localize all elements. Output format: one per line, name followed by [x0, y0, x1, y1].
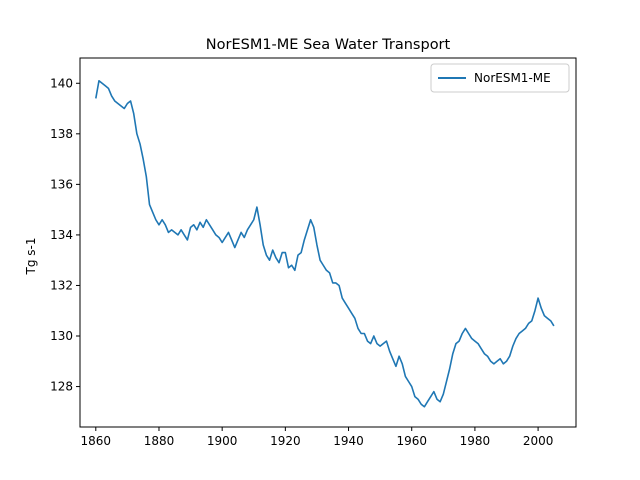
x-tick-label: 2000	[523, 434, 554, 448]
plot-frame	[79, 57, 577, 428]
x-tick-label: 1900	[207, 434, 238, 448]
x-tick-label: 1940	[333, 434, 364, 448]
y-tick-label: 130	[50, 329, 73, 343]
y-tick-label: 138	[50, 127, 73, 141]
legend: NorESM1-ME	[430, 63, 570, 93]
x-tick-label: 1920	[270, 434, 301, 448]
x-tick-label: 1980	[460, 434, 491, 448]
x-tick-label: 1860	[81, 434, 112, 448]
series-layer	[95, 79, 555, 408]
series-line-0	[95, 79, 555, 408]
y-tick-label: 140	[50, 76, 73, 90]
y-tick-label: 134	[50, 228, 73, 242]
x-tick-label: 1960	[396, 434, 427, 448]
axes-layer: 1860 1880 1900 1920 1940 1960 1980 2000 128 130 13…	[50, 57, 577, 448]
legend-frame	[430, 63, 570, 93]
y-tick-label: 136	[50, 177, 73, 191]
y-tick-label: 132	[50, 278, 73, 292]
legend-label: NorESM1-ME	[474, 71, 551, 85]
x-tick-label: 1880	[144, 434, 175, 448]
y-tick-label: 128	[50, 380, 73, 394]
chart-title: NorESM1-ME Sea Water Transport	[206, 37, 451, 53]
y-axis-label: Tg s-1	[24, 238, 38, 276]
